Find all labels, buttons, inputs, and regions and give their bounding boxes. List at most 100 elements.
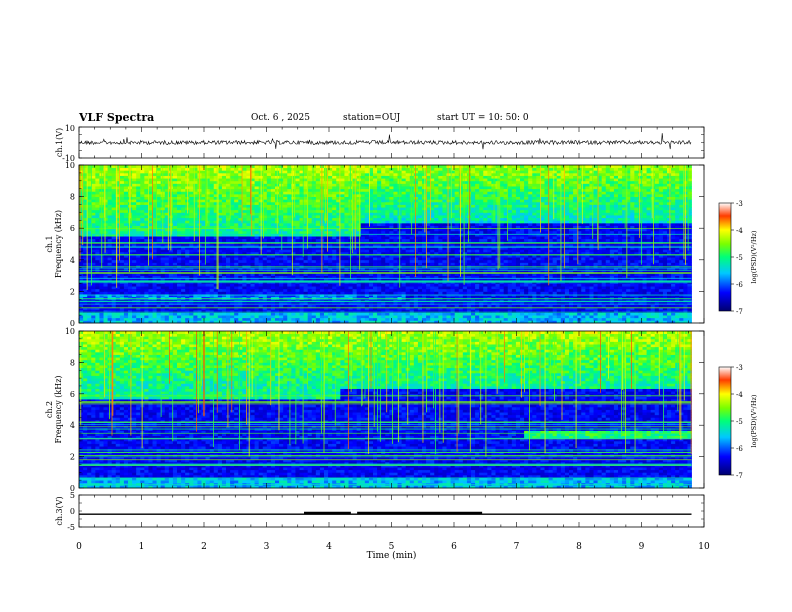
spectrogram-cell xyxy=(446,236,451,240)
spectrogram-cell xyxy=(221,288,227,292)
spectrogram-cell xyxy=(401,246,407,250)
spectrogram-cell xyxy=(205,291,211,295)
spectrogram-cell xyxy=(405,288,411,292)
spectrogram-cell xyxy=(552,301,558,305)
spectrogram-cell xyxy=(422,262,427,266)
spectrogram-cell xyxy=(103,262,108,266)
spectrogram-cell xyxy=(311,301,317,305)
spectrogram-cell xyxy=(136,320,141,324)
spectrogram-cell xyxy=(544,259,549,263)
spectrogram-cell xyxy=(234,288,239,292)
spectrogram-cell xyxy=(319,301,325,305)
spectrogram-cell xyxy=(213,262,219,266)
spectrogram-cell xyxy=(279,246,284,250)
spectrogram-cell xyxy=(332,262,337,266)
spectrogram-cell xyxy=(136,278,141,282)
spectrogram-cell xyxy=(471,309,476,313)
spectrogram-cell xyxy=(609,304,615,308)
spectrogram-cell xyxy=(564,249,570,253)
spectrogram-cell xyxy=(438,315,443,319)
spectrogram-cell xyxy=(156,246,162,250)
spectrogram-cell xyxy=(671,294,676,298)
spectrogram-cell xyxy=(172,286,178,290)
spectrogram-cell xyxy=(364,288,370,292)
spectrogram-cell xyxy=(581,283,586,287)
spectrogram-cell xyxy=(511,315,517,319)
spectrogram-cell xyxy=(442,286,447,290)
spectrogram-cell xyxy=(540,315,545,319)
spectrogram-cell xyxy=(524,259,529,263)
spectrogram-cell xyxy=(373,301,378,305)
spectrogram-cell xyxy=(662,259,668,263)
spectrogram-cell xyxy=(556,317,562,321)
spectrogram-cell xyxy=(630,249,635,253)
spectrogram-cell xyxy=(258,286,264,290)
spectrogram-cell xyxy=(426,304,431,308)
spectrogram-cell xyxy=(589,283,594,287)
spectrogram-cell xyxy=(356,286,362,290)
spectrogram-cell xyxy=(87,301,92,305)
spectrogram-cell xyxy=(487,309,492,313)
spectrogram-cell xyxy=(132,307,137,311)
spectrogram-cell xyxy=(479,262,484,266)
spectrogram-cell xyxy=(528,296,533,300)
spectrogram-cell xyxy=(262,296,268,300)
spectrogram-cell xyxy=(540,304,545,308)
spectrogram-cell xyxy=(679,257,684,261)
spectrogram-cell xyxy=(658,317,664,321)
spectrogram-cell xyxy=(132,320,137,324)
spectrogram-cell xyxy=(479,259,484,263)
spectrogram-cell xyxy=(585,309,590,313)
spectrogram-cell xyxy=(315,317,321,321)
spectrogram-cell xyxy=(573,286,578,290)
spectrogram-cell xyxy=(581,286,586,290)
spectrogram-cell xyxy=(83,307,88,311)
spectrogram-cell xyxy=(217,315,223,319)
spectrogram-cell xyxy=(609,312,615,316)
spectrogram-cell xyxy=(401,238,407,242)
spectrogram-cell xyxy=(409,307,415,311)
spectrogram-cell xyxy=(626,294,631,298)
spectrogram-cell xyxy=(483,315,488,319)
spectrogram-cell xyxy=(487,257,492,261)
spectrogram-cell xyxy=(667,320,672,324)
spectrogram-cell xyxy=(585,288,590,292)
spectrogram-cell xyxy=(303,317,309,321)
spectrogram-cell xyxy=(181,246,186,250)
spectrogram-cell xyxy=(438,238,443,242)
spectrogram-cell xyxy=(454,294,460,298)
spectrogram-cell xyxy=(91,291,96,295)
spectrogram-cell xyxy=(430,249,435,253)
spectrogram-cell xyxy=(128,238,133,242)
spectrogram-cell xyxy=(185,296,190,300)
spectrogram-cell xyxy=(650,304,656,308)
spectrogram-cell xyxy=(417,301,423,305)
spectrogram-cell xyxy=(613,307,619,311)
spectrogram-cell xyxy=(413,304,419,308)
spectrogram-cell xyxy=(609,249,615,253)
spectrogram-cell xyxy=(405,317,411,321)
spectrogram-cell xyxy=(601,249,607,253)
spectrogram-cell xyxy=(662,307,668,311)
spectrogram-cell xyxy=(185,301,190,305)
spectrogram-cell xyxy=(634,294,639,298)
spectrogram-cell xyxy=(385,307,390,311)
spectrogram-cell xyxy=(140,236,145,240)
spectrogram-cell xyxy=(679,304,684,308)
spectrogram-cell xyxy=(401,307,407,311)
spectrogram-cell xyxy=(532,301,537,305)
spectrogram-cell xyxy=(217,262,223,266)
spectrogram-cell xyxy=(540,301,545,305)
spectrogram-cell xyxy=(156,294,162,298)
spectrogram-cell xyxy=(495,317,500,321)
spectrogram-cell xyxy=(413,236,419,240)
spectrogram-cell xyxy=(581,307,586,311)
spectrogram-cell xyxy=(266,283,272,287)
spectrogram-cell xyxy=(585,312,590,316)
spectrogram-cell xyxy=(364,236,370,240)
spectrogram-cell xyxy=(483,249,488,253)
spectrogram-cell xyxy=(544,262,549,266)
spectrogram-cell xyxy=(569,283,574,287)
spectrogram-cell xyxy=(450,291,456,295)
spectrogram-cell xyxy=(552,294,558,298)
